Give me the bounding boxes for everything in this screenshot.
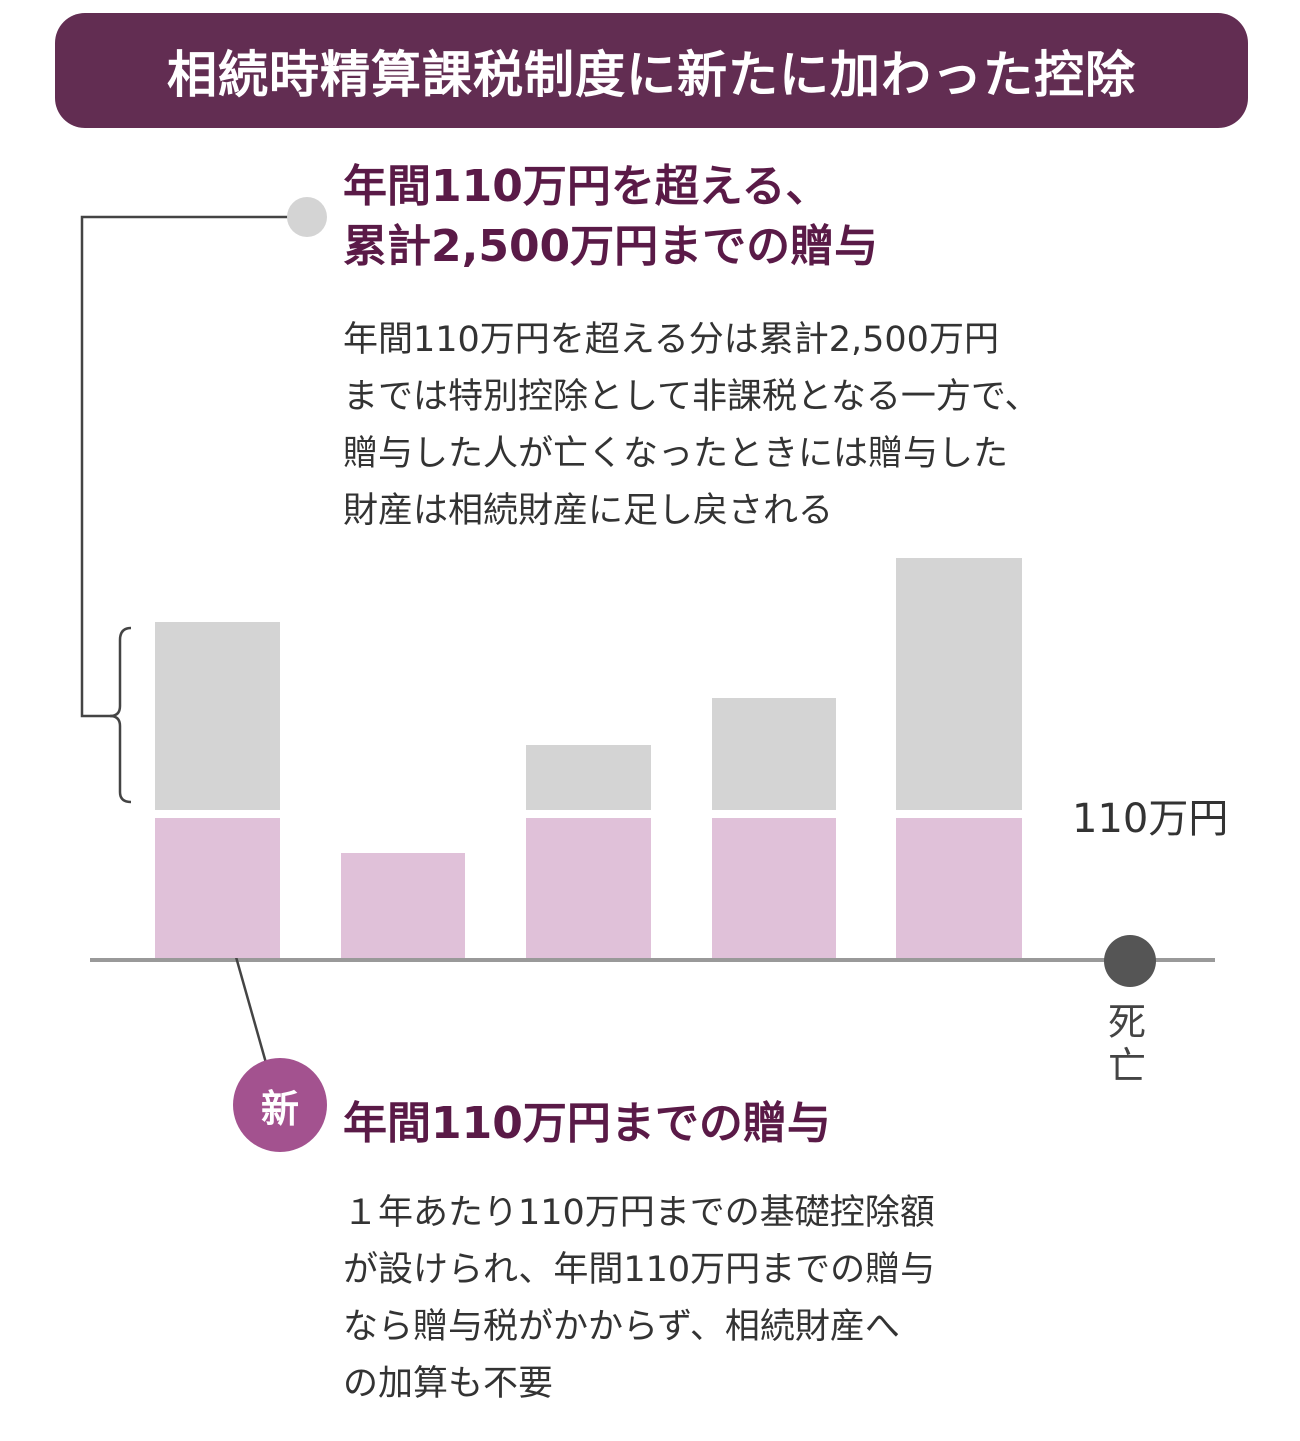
bar-3-special	[526, 745, 651, 810]
bar-5-special	[896, 558, 1022, 810]
bar-2-basic	[341, 853, 465, 958]
lower-heading: 年間110万円までの贈与	[343, 1098, 831, 1149]
curly-brace-icon	[109, 626, 132, 804]
lower-description: １年あたり110万円までの基礎控除額 が設けられ、年間110万円までの贈与 なら…	[343, 1193, 936, 1404]
bar-4-special	[712, 698, 836, 810]
new-badge: 新	[233, 1058, 327, 1152]
bar-1-special	[155, 622, 280, 810]
upper-callout-line	[80, 215, 307, 718]
upper-heading: 年間110万円を超える、 累計2,500万円までの贈与	[343, 161, 879, 272]
bar-1-basic	[155, 818, 280, 958]
bar-3-basic	[526, 818, 651, 958]
bar-4-basic	[712, 818, 836, 958]
upper-description: 年間110万円を超える分は累計2,500万円 までは特別控除として非課税となる一…	[343, 320, 1040, 531]
threshold-label: 110万円	[1072, 796, 1229, 842]
bar-5-basic	[896, 818, 1022, 958]
upper-callout-dot-icon	[287, 197, 327, 237]
title-banner: 相続時精算課税制度に新たに加わった控除	[55, 13, 1248, 128]
death-label: 死 亡	[1107, 1000, 1146, 1088]
death-marker-icon	[1104, 935, 1156, 987]
page-title: 相続時精算課税制度に新たに加わった控除	[167, 45, 1136, 104]
